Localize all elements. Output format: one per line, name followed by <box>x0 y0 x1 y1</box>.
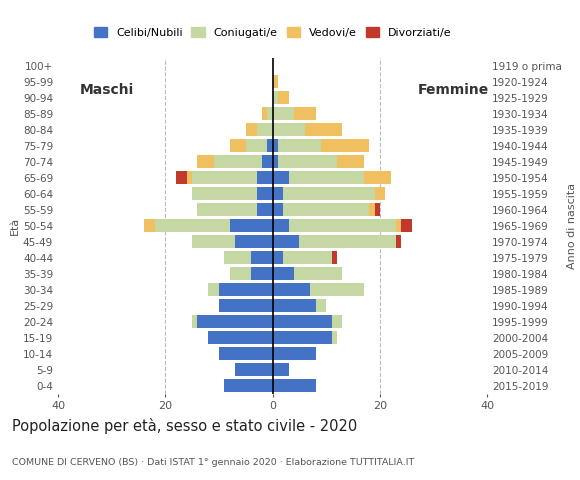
Bar <box>375 187 385 200</box>
Bar <box>321 139 369 152</box>
Bar <box>197 315 273 328</box>
Bar <box>198 156 213 168</box>
Bar <box>251 267 273 280</box>
Bar <box>246 123 256 136</box>
Bar <box>401 219 412 232</box>
Bar <box>273 283 310 296</box>
Bar <box>273 331 332 344</box>
Bar <box>224 379 273 392</box>
Bar <box>310 283 364 296</box>
Bar <box>294 267 342 280</box>
Bar <box>230 219 273 232</box>
Bar <box>192 235 235 248</box>
Legend: Celibi/Nubili, Coniugati/e, Vedovi/e, Divorziati/e: Celibi/Nubili, Coniugati/e, Vedovi/e, Di… <box>89 23 456 43</box>
Bar <box>256 204 273 216</box>
Bar <box>305 123 342 136</box>
Bar <box>294 108 316 120</box>
Bar <box>273 91 278 104</box>
Bar <box>273 75 278 88</box>
Bar <box>375 204 380 216</box>
Bar <box>273 123 305 136</box>
Bar <box>284 252 332 264</box>
Bar <box>273 219 289 232</box>
Bar <box>187 171 192 184</box>
Bar <box>332 252 337 264</box>
Bar <box>230 139 246 152</box>
Bar <box>396 219 401 232</box>
Bar <box>278 156 337 168</box>
Bar <box>208 331 273 344</box>
Bar <box>154 219 230 232</box>
Bar <box>219 348 273 360</box>
Text: Femmine: Femmine <box>418 83 489 96</box>
Bar <box>262 108 267 120</box>
Bar <box>273 139 278 152</box>
Bar <box>369 204 375 216</box>
Bar <box>267 108 273 120</box>
Bar <box>289 219 396 232</box>
Bar <box>396 235 401 248</box>
Bar <box>267 139 273 152</box>
Bar <box>251 252 273 264</box>
Bar <box>213 156 262 168</box>
Bar <box>273 108 294 120</box>
Y-axis label: Età: Età <box>10 216 20 235</box>
Text: Maschi: Maschi <box>79 83 134 96</box>
Bar <box>256 171 273 184</box>
Bar <box>273 300 316 312</box>
Text: COMUNE DI CERVENO (BS) · Dati ISTAT 1° gennaio 2020 · Elaborazione TUTTITALIA.IT: COMUNE DI CERVENO (BS) · Dati ISTAT 1° g… <box>12 457 414 467</box>
Bar <box>256 187 273 200</box>
Bar <box>192 315 197 328</box>
Text: Popolazione per età, sesso e stato civile - 2020: Popolazione per età, sesso e stato civil… <box>12 419 357 434</box>
Bar <box>273 235 299 248</box>
Bar <box>235 363 273 376</box>
Bar <box>284 204 369 216</box>
Bar <box>278 91 289 104</box>
Bar <box>273 348 316 360</box>
Bar <box>197 204 256 216</box>
Bar <box>273 363 289 376</box>
Bar <box>273 171 289 184</box>
Bar <box>273 187 284 200</box>
Bar <box>332 315 342 328</box>
Bar <box>278 139 321 152</box>
Bar <box>332 331 337 344</box>
Bar <box>273 156 278 168</box>
Y-axis label: Anno di nascita: Anno di nascita <box>567 182 578 269</box>
Bar <box>224 252 251 264</box>
Bar <box>284 187 375 200</box>
Bar <box>273 379 316 392</box>
Bar <box>144 219 154 232</box>
Bar <box>273 315 332 328</box>
Bar <box>316 300 327 312</box>
Bar <box>208 283 219 296</box>
Bar <box>176 171 187 184</box>
Bar <box>273 267 294 280</box>
Bar <box>273 252 284 264</box>
Bar <box>235 235 273 248</box>
Bar <box>364 171 391 184</box>
Bar <box>219 283 273 296</box>
Bar <box>299 235 396 248</box>
Bar <box>219 300 273 312</box>
Bar <box>256 123 273 136</box>
Bar <box>273 204 284 216</box>
Bar <box>192 187 256 200</box>
Bar <box>192 171 256 184</box>
Bar <box>246 139 267 152</box>
Bar <box>337 156 364 168</box>
Bar <box>289 171 364 184</box>
Bar <box>262 156 273 168</box>
Bar <box>230 267 251 280</box>
